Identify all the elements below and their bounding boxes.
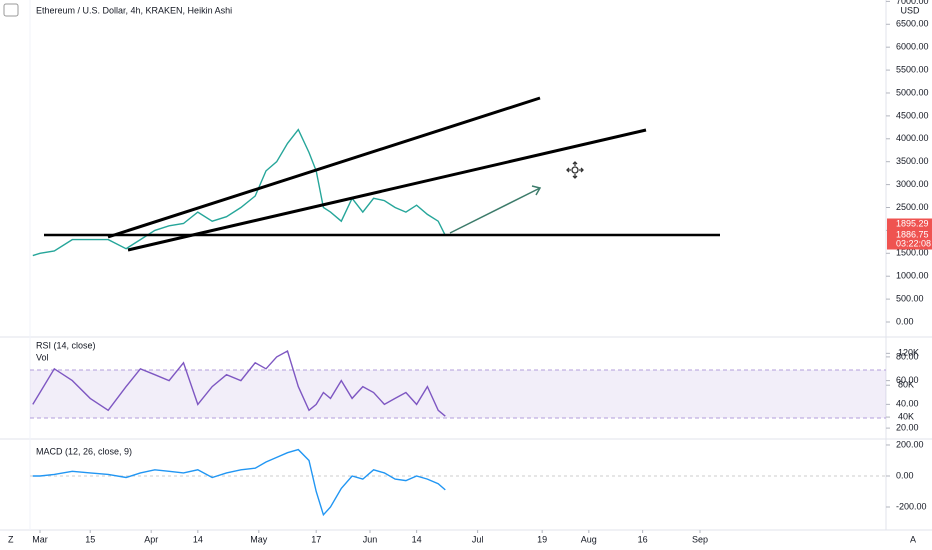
arrow-head — [531, 185, 542, 196]
price-tag-label: 1886.75 — [896, 229, 929, 239]
y-tick-label: -200.00 — [896, 501, 927, 511]
y-tick-label: 20.00 — [896, 422, 919, 432]
y2-tick-label: 120K — [898, 348, 919, 358]
unit-label: USD — [900, 5, 920, 15]
x-tick-label: 16 — [638, 534, 648, 544]
x-tick-label: Sep — [692, 534, 708, 544]
cursor-icon — [566, 161, 584, 179]
y-tick-label: 80.00 — [896, 351, 919, 361]
chart-icon[interactable] — [3, 3, 19, 17]
y-tick-label: 3500.00 — [896, 156, 929, 166]
price-tag-label: 1895.29 — [896, 218, 929, 228]
y-tick-label: 6000.00 — [896, 42, 929, 52]
y2-tick-label: 80K — [898, 380, 914, 390]
y-tick-label: 60.00 — [896, 375, 919, 385]
projection-arrow — [449, 187, 541, 234]
trend-line — [107, 96, 541, 239]
vol-title: Vol — [36, 352, 49, 362]
rsi-band — [30, 370, 886, 418]
y-tick-label: 4000.00 — [896, 133, 929, 143]
y-tick-label: 0.00 — [896, 470, 914, 480]
y-tick-label: 3000.00 — [896, 179, 929, 189]
y-tick-label: 40.00 — [896, 399, 919, 409]
x-tick-label: 14 — [412, 534, 422, 544]
price-tag — [887, 218, 932, 230]
chart-title: Ethereum / U.S. Dollar, 4h, KRAKEN, Heik… — [36, 5, 232, 15]
x-tick-label: May — [250, 534, 268, 544]
y-tick-label: 5000.00 — [896, 87, 929, 97]
x-tick-label: 17 — [311, 534, 321, 544]
y-tick-label: 1000.00 — [896, 271, 929, 281]
y-tick-label: 1500.00 — [896, 248, 929, 258]
series-line — [32, 448, 446, 517]
y-tick-label: 500.00 — [896, 293, 924, 303]
series-line — [32, 349, 446, 417]
macd-title: MACD (12, 26, close, 9) — [36, 446, 132, 456]
y2-tick-label: 40K — [898, 411, 914, 421]
trend-line — [127, 128, 647, 252]
y-tick-label: 0.00 — [896, 316, 914, 326]
y-tick-label: 2500.00 — [896, 202, 929, 212]
x-tick-label: 14 — [193, 534, 203, 544]
x-tick-label: Jun — [363, 534, 378, 544]
auto-scale-button[interactable]: A — [910, 534, 916, 544]
y-tick-label: 200.00 — [896, 439, 924, 449]
timezone-button[interactable]: Z — [8, 534, 14, 544]
rsi-title: RSI (14, close) — [36, 340, 96, 350]
x-tick-label: Mar — [32, 534, 48, 544]
x-tick-label: Apr — [144, 534, 158, 544]
y-tick-label: 7000.00 — [896, 0, 929, 6]
y-tick-label: 5500.00 — [896, 64, 929, 74]
price-tag — [887, 229, 932, 241]
x-tick-label: Aug — [581, 534, 597, 544]
plots — [32, 128, 446, 517]
x-tick-label: 19 — [537, 534, 547, 544]
x-tick-label: Jul — [472, 534, 484, 544]
y-tick-label: 4500.00 — [896, 110, 929, 120]
y-tick-label: 6500.00 — [896, 19, 929, 29]
price-tag-label: 03:22:08 — [896, 238, 931, 248]
x-tick-label: 15 — [85, 534, 95, 544]
price-tag — [887, 238, 932, 250]
series-line — [32, 128, 446, 257]
